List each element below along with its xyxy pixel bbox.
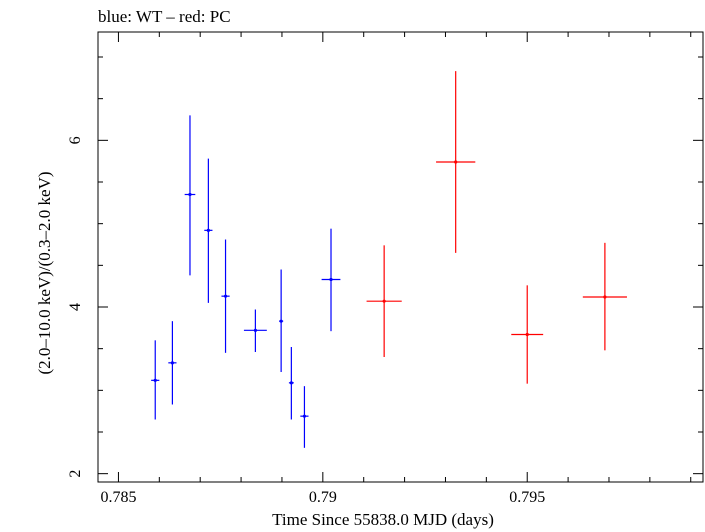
data-point: [582, 242, 627, 351]
data-point: [279, 269, 284, 372]
point-marker: [454, 160, 458, 164]
x-tick-label: 0.785: [100, 489, 136, 506]
x-axis-label: Time Since 55838.0 MJD (days): [272, 510, 494, 529]
data-point: [221, 239, 230, 353]
data-point: [168, 321, 177, 405]
data-point: [511, 285, 544, 384]
point-marker: [170, 361, 174, 365]
data-point: [151, 340, 160, 420]
y-tick-label: 2: [67, 470, 84, 478]
point-marker: [153, 378, 157, 382]
axis-ticks: [98, 32, 703, 482]
point-marker: [289, 381, 293, 385]
series-pc: [366, 71, 627, 384]
point-marker: [188, 192, 192, 197]
point-marker: [302, 414, 307, 418]
data-point: [184, 115, 196, 276]
y-tick-label: 6: [67, 136, 84, 144]
data-series: [151, 71, 627, 448]
data-point: [243, 309, 267, 352]
point-marker: [223, 294, 228, 298]
chart-title: blue: WT – red: PC: [98, 7, 231, 26]
point-marker: [279, 319, 283, 323]
data-point: [300, 386, 309, 448]
data-point: [436, 71, 476, 253]
data-point: [321, 228, 341, 332]
tick-labels: 0.785 0.79 0.795 2 4 6: [67, 136, 545, 506]
y-axis-label: (2.0–10.0 keV)/(0.3–2.0 keV): [35, 171, 54, 374]
series-wt: [151, 115, 341, 448]
data-point: [366, 245, 402, 357]
plot-frame: [97, 31, 704, 483]
point-marker: [382, 299, 386, 303]
point-marker: [206, 228, 210, 232]
data-point: [204, 158, 213, 303]
x-tick-label: 0.79: [309, 489, 337, 506]
data-point: [288, 347, 294, 420]
point-marker: [603, 295, 607, 299]
point-marker: [329, 277, 333, 282]
point-marker: [525, 332, 529, 337]
y-tick-label: 4: [67, 303, 84, 311]
x-tick-label: 0.795: [509, 489, 545, 506]
point-marker: [253, 328, 257, 332]
